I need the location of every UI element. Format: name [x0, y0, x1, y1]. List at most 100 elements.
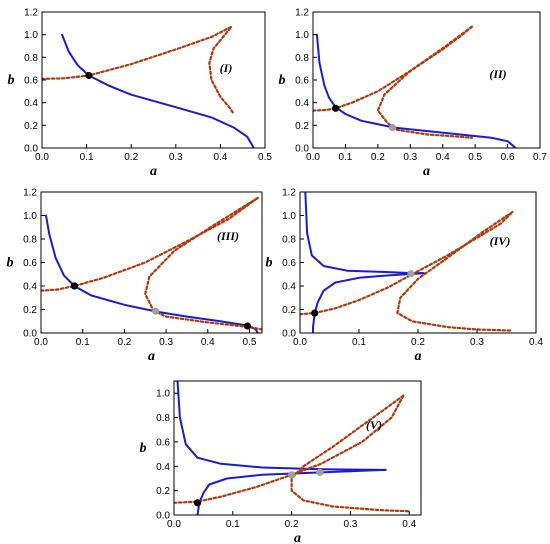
x-tick-label: 0.1 [352, 337, 366, 348]
dotted-curve-2-2 [313, 25, 473, 112]
solid-curve-5-1 [176, 381, 387, 471]
grey-point-3-2 [152, 307, 160, 315]
y-tick-label: 0.8 [156, 413, 170, 424]
x-tick-label: 0.5 [258, 152, 272, 163]
y-tick-label: 1.2 [282, 188, 296, 199]
y-tick-label: 0.8 [295, 53, 309, 64]
plot-frame-5 [173, 380, 422, 516]
panel-3: 0.0 0.1 0.2 0.3 0.4 0.5 0.0 0.2 0.4 0.6 0.8 1.0 1.2 a… [7, 188, 263, 364]
panel-1: 0.0 0.1 0.2 0.3 0.4 0.5 0.0 0.2 0.4 0.6 0.8 1.0 1.2 a… [8, 8, 273, 180]
black-point-1-1 [85, 71, 93, 80]
x-tick-label: 0.4 [213, 152, 227, 163]
black-point-3-1 [70, 282, 78, 290]
x-tick-label: 0.7 [533, 152, 547, 163]
y-tick-label: 1.0 [23, 211, 37, 222]
y-axis-label: b [266, 256, 273, 271]
black-point-2-1 [332, 104, 340, 112]
x-axis-label: a [148, 349, 155, 364]
y-tick-label: 0.2 [23, 305, 37, 316]
panel-label: (V) [366, 418, 382, 432]
solid-curve-2-1 [315, 33, 517, 148]
grey-point-2-2 [388, 124, 397, 132]
y-tick-label: 0.0 [24, 144, 38, 155]
x-tick-label: 0.1 [76, 337, 90, 348]
x-tick-label: 0.1 [80, 152, 94, 163]
y-tick-label: 0.2 [24, 121, 38, 132]
y-tick-label: 1.2 [24, 8, 38, 19]
dotted-curve-5-4 [290, 394, 411, 513]
y-tick-label: 1.0 [24, 30, 38, 41]
y-axis-label: b [7, 256, 14, 271]
x-tick-label: 0.4 [201, 337, 215, 348]
dotted-curve-3-2 [41, 196, 259, 292]
x-tick-label: 0.3 [343, 519, 357, 530]
y-tick-label: 1.0 [282, 211, 296, 222]
y-tick-label: 0.6 [23, 258, 37, 269]
panel-2: 0.0 0.1 0.2 0.3 0.4 0.5 0.6 0.7 0.0 0.2 0.4 0.6 0.8 1… [279, 8, 548, 180]
y-tick-label: 0.2 [282, 305, 296, 316]
y-axis-label: b [279, 73, 286, 88]
black-point-5-1 [193, 499, 202, 507]
y-tick-label: 0.6 [282, 258, 296, 269]
y-tick-label: 0.4 [156, 462, 170, 473]
y-axis-label: b [8, 73, 15, 88]
dotted-curve-1-2 [42, 25, 235, 116]
y-tick-label: 0.8 [282, 235, 296, 246]
panel-4: 0.0 0.1 0.2 0.3 0.4 0.0 0.2 0.4 0.6 0.8 1.0 1.2 a b (I… [266, 188, 544, 365]
y-tick-label: 0.0 [23, 329, 37, 340]
y-tick-label: 0.0 [282, 329, 296, 340]
y-tick-label: 0.8 [23, 235, 37, 246]
black-point-4-1 [311, 309, 319, 317]
plot-frame-4 [299, 191, 537, 334]
x-tick-label: 0.5 [243, 337, 257, 348]
black-point-3-3 [243, 322, 252, 330]
y-tick-label: 1.2 [23, 188, 37, 199]
y-tick-label: 0.0 [295, 144, 309, 155]
y-tick-label: 1.2 [295, 8, 309, 19]
x-tick-label: 0.6 [501, 152, 515, 163]
y-tick-label: 0.0 [156, 511, 170, 522]
x-axis-label: a [423, 164, 430, 179]
x-tick-label: 0.0 [35, 152, 49, 163]
dotted-curve-2-3 [376, 25, 473, 139]
x-tick-label: 0.1 [338, 152, 352, 163]
dotted-curve-3-3 [144, 196, 262, 331]
panel-5: 0.0 0.1 0.2 0.3 0.4 0.0 0.2 0.4 0.6 0.8 1.0 a b (V) [140, 380, 422, 544]
y-tick-label: 0.4 [23, 282, 37, 293]
grey-point-5-3 [316, 468, 324, 476]
y-tick-label: 0.4 [24, 98, 38, 109]
y-tick-label: 1.0 [156, 389, 170, 400]
x-tick-label: 0.4 [402, 519, 416, 530]
x-tick-label: 0.3 [169, 152, 183, 163]
y-tick-label: 0.6 [24, 76, 38, 87]
x-tick-label: 0.2 [285, 519, 299, 530]
y-axis-label: b [140, 441, 147, 456]
y-tick-label: 0.2 [295, 121, 309, 132]
y-tick-label: 0.2 [156, 486, 170, 497]
x-tick-label: 0.3 [403, 152, 417, 163]
panel-label: (II) [489, 67, 506, 81]
solid-curve-4-2 [312, 272, 425, 333]
x-tick-label: 0.0 [306, 152, 320, 163]
y-tick-label: 0.6 [295, 76, 309, 87]
x-tick-label: 0.0 [34, 337, 48, 348]
x-tick-label: 0.3 [159, 337, 173, 348]
x-tick-label: 0.2 [371, 152, 385, 163]
x-tick-label: 0.3 [470, 337, 484, 348]
x-tick-label: 0.2 [117, 337, 131, 348]
x-tick-label: 0.4 [436, 152, 450, 163]
x-tick-label: 0.0 [293, 337, 307, 348]
x-tick-label: 0.5 [468, 152, 482, 163]
y-tick-label: 0.4 [282, 282, 296, 293]
grey-point-4-2 [407, 270, 415, 278]
dotted-curve-4-3 [300, 210, 514, 316]
x-tick-label: 0.0 [167, 519, 181, 530]
x-tick-label: 0.2 [124, 152, 138, 163]
panel-label: (III) [217, 229, 239, 243]
y-tick-label: 0.4 [295, 98, 309, 109]
panel-label: (IV) [490, 234, 511, 248]
x-tick-label: 0.4 [529, 337, 543, 348]
solid-curve-1-1 [61, 33, 255, 148]
y-tick-label: 0.8 [24, 53, 38, 64]
